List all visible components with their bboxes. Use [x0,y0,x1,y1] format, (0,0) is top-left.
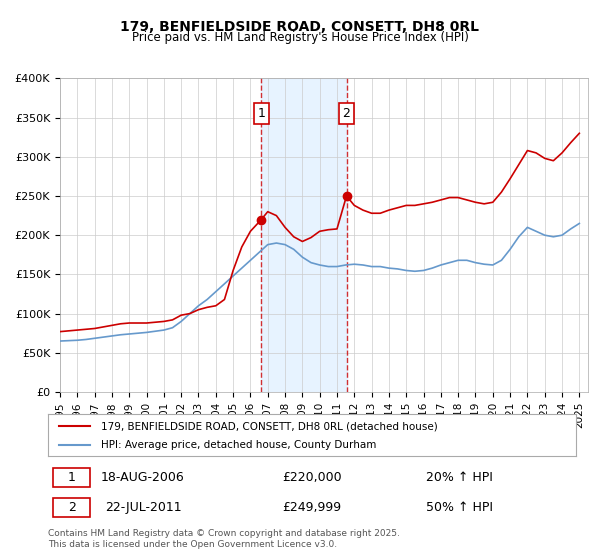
Text: 18-AUG-2006: 18-AUG-2006 [101,471,185,484]
Text: 20% ↑ HPI: 20% ↑ HPI [427,471,493,484]
FancyBboxPatch shape [53,498,90,517]
Text: 50% ↑ HPI: 50% ↑ HPI [427,501,493,514]
Text: 1: 1 [68,471,76,484]
Text: 1: 1 [257,107,265,120]
Text: 179, BENFIELDSIDE ROAD, CONSETT, DH8 0RL: 179, BENFIELDSIDE ROAD, CONSETT, DH8 0RL [121,20,479,34]
Text: Price paid vs. HM Land Registry's House Price Index (HPI): Price paid vs. HM Land Registry's House … [131,31,469,44]
Text: HPI: Average price, detached house, County Durham: HPI: Average price, detached house, Coun… [101,440,376,450]
Text: Contains HM Land Registry data © Crown copyright and database right 2025.
This d: Contains HM Land Registry data © Crown c… [48,529,400,549]
Text: 179, BENFIELDSIDE ROAD, CONSETT, DH8 0RL (detached house): 179, BENFIELDSIDE ROAD, CONSETT, DH8 0RL… [101,421,437,431]
Bar [262,78,347,392]
Text: £249,999: £249,999 [283,501,341,514]
Text: £220,000: £220,000 [282,471,342,484]
Text: 2: 2 [68,501,76,514]
Text: 2: 2 [343,107,350,120]
Text: 22-JUL-2011: 22-JUL-2011 [105,501,181,514]
FancyBboxPatch shape [53,468,90,487]
